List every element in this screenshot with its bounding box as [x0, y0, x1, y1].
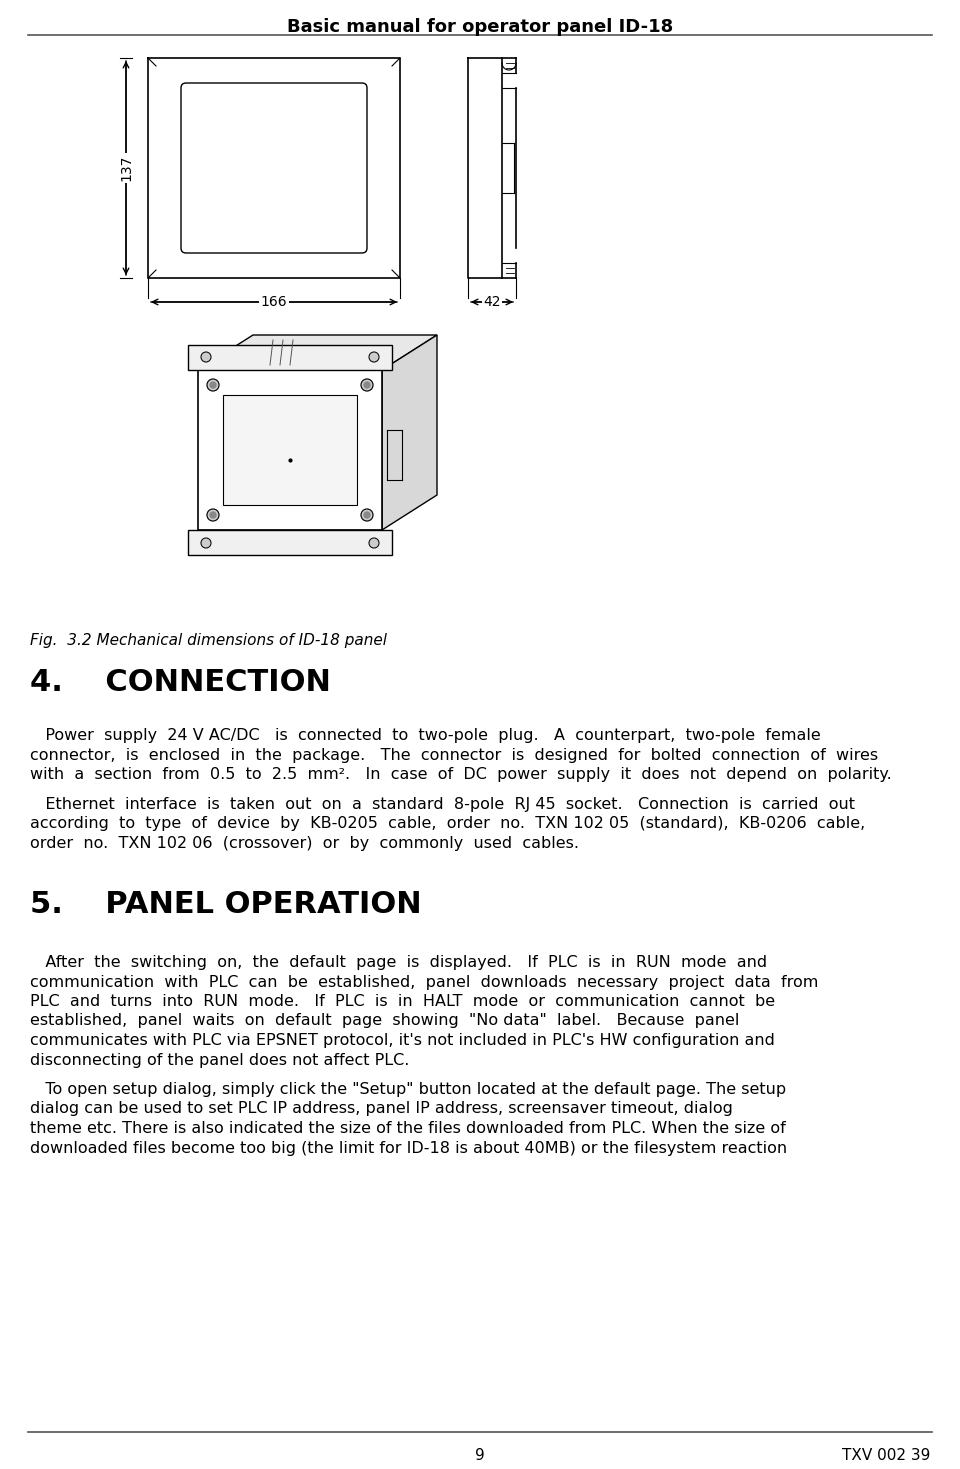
Circle shape: [207, 379, 219, 391]
Text: 9: 9: [475, 1448, 485, 1463]
Circle shape: [369, 353, 379, 361]
Text: TXV 002 39: TXV 002 39: [842, 1448, 930, 1463]
Text: communication  with  PLC  can  be  established,  panel  downloads  necessary  pr: communication with PLC can be establishe…: [30, 974, 818, 990]
Polygon shape: [198, 335, 437, 370]
Polygon shape: [188, 345, 392, 370]
Circle shape: [210, 382, 216, 388]
Polygon shape: [223, 395, 357, 505]
Text: PLC  and  turns  into  RUN  mode.   If  PLC  is  in  HALT  mode  or  communicati: PLC and turns into RUN mode. If PLC is i…: [30, 995, 775, 1009]
Text: according  to  type  of  device  by  KB-0205  cable,  order  no.  TXN 102 05  (s: according to type of device by KB-0205 c…: [30, 815, 865, 831]
Text: 42: 42: [483, 295, 501, 308]
Circle shape: [364, 382, 370, 388]
Polygon shape: [188, 530, 392, 555]
Circle shape: [207, 508, 219, 521]
Circle shape: [210, 513, 216, 519]
Text: 166: 166: [261, 295, 287, 308]
Text: 137: 137: [119, 154, 133, 181]
Polygon shape: [382, 335, 437, 530]
Text: To open setup dialog, simply click the "Setup" button located at the default pag: To open setup dialog, simply click the "…: [30, 1083, 786, 1097]
Text: 5.    PANEL OPERATION: 5. PANEL OPERATION: [30, 890, 421, 920]
Circle shape: [201, 353, 211, 361]
Text: disconnecting of the panel does not affect PLC.: disconnecting of the panel does not affe…: [30, 1052, 409, 1068]
Text: Basic manual for operator panel ID-18: Basic manual for operator panel ID-18: [287, 18, 673, 37]
Circle shape: [201, 538, 211, 548]
Text: Fig.  3.2 Mechanical dimensions of ID-18 panel: Fig. 3.2 Mechanical dimensions of ID-18 …: [30, 633, 387, 648]
Text: Power  supply  24 V AC/DC   is  connected  to  two-pole  plug.   A  counterpart,: Power supply 24 V AC/DC is connected to …: [30, 729, 821, 743]
Circle shape: [369, 538, 379, 548]
Text: theme etc. There is also indicated the size of the files downloaded from PLC. Wh: theme etc. There is also indicated the s…: [30, 1121, 785, 1136]
Circle shape: [361, 379, 373, 391]
Text: After  the  switching  on,  the  default  page  is  displayed.   If  PLC  is  in: After the switching on, the default page…: [30, 955, 767, 970]
Text: communicates with PLC via EPSNET protocol, it's not included in PLC's HW configu: communicates with PLC via EPSNET protoco…: [30, 1033, 775, 1047]
Text: 4.    CONNECTION: 4. CONNECTION: [30, 668, 331, 696]
Circle shape: [361, 508, 373, 521]
Polygon shape: [198, 370, 382, 530]
Text: order  no.  TXN 102 06  (crossover)  or  by  commonly  used  cables.: order no. TXN 102 06 (crossover) or by c…: [30, 836, 579, 851]
Text: connector,  is  enclosed  in  the  package.   The  connector  is  designed  for : connector, is enclosed in the package. T…: [30, 748, 878, 762]
Text: with  a  section  from  0.5  to  2.5  mm².   In  case  of  DC  power  supply  it: with a section from 0.5 to 2.5 mm². In c…: [30, 767, 892, 782]
Circle shape: [364, 513, 370, 519]
Text: established,  panel  waits  on  default  page  showing  "No data"  label.   Beca: established, panel waits on default page…: [30, 1014, 739, 1028]
Text: dialog can be used to set PLC IP address, panel IP address, screensaver timeout,: dialog can be used to set PLC IP address…: [30, 1102, 732, 1116]
Text: downloaded files become too big (the limit for ID-18 is about 40MB) or the files: downloaded files become too big (the lim…: [30, 1140, 787, 1156]
FancyBboxPatch shape: [181, 84, 367, 253]
Text: Ethernet  interface  is  taken  out  on  a  standard  8-pole  RJ 45  socket.   C: Ethernet interface is taken out on a sta…: [30, 796, 855, 811]
